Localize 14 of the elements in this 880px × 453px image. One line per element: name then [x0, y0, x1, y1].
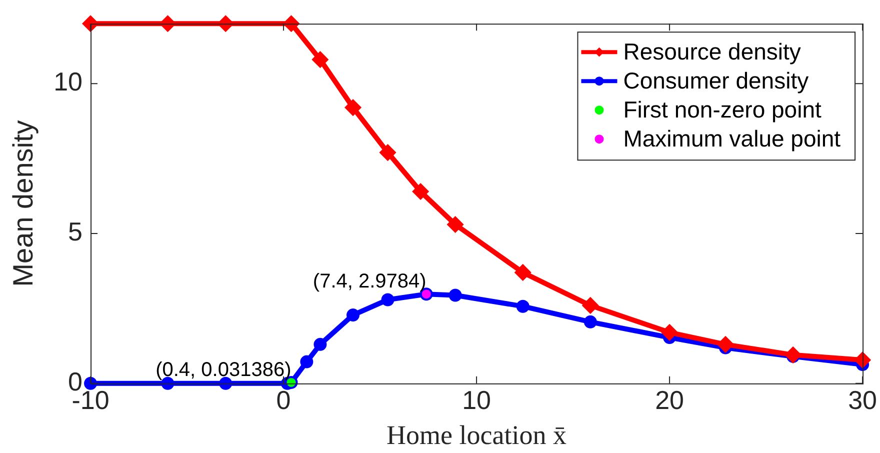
x-tick-label: 0	[276, 385, 291, 416]
legend-label: Resource density	[623, 38, 802, 64]
annotation: (0.4, 0.031386)	[156, 358, 292, 381]
y-tick-label: 5	[68, 216, 83, 247]
legend-label: Consumer density	[623, 67, 810, 94]
annotation: (7.4, 2.9784)	[312, 270, 426, 293]
y-axis-title: Mean density	[8, 120, 39, 287]
legend-label: First non-zero point	[623, 96, 822, 122]
x-axis-title: Home location x̄	[386, 420, 567, 450]
x-tick-label: 10	[462, 385, 491, 416]
x-tick-label: 30	[848, 385, 877, 416]
y-tick-label: 10	[54, 66, 83, 97]
x-tick-label: 20	[655, 385, 684, 416]
legend-label: Maximum value point	[623, 125, 842, 152]
